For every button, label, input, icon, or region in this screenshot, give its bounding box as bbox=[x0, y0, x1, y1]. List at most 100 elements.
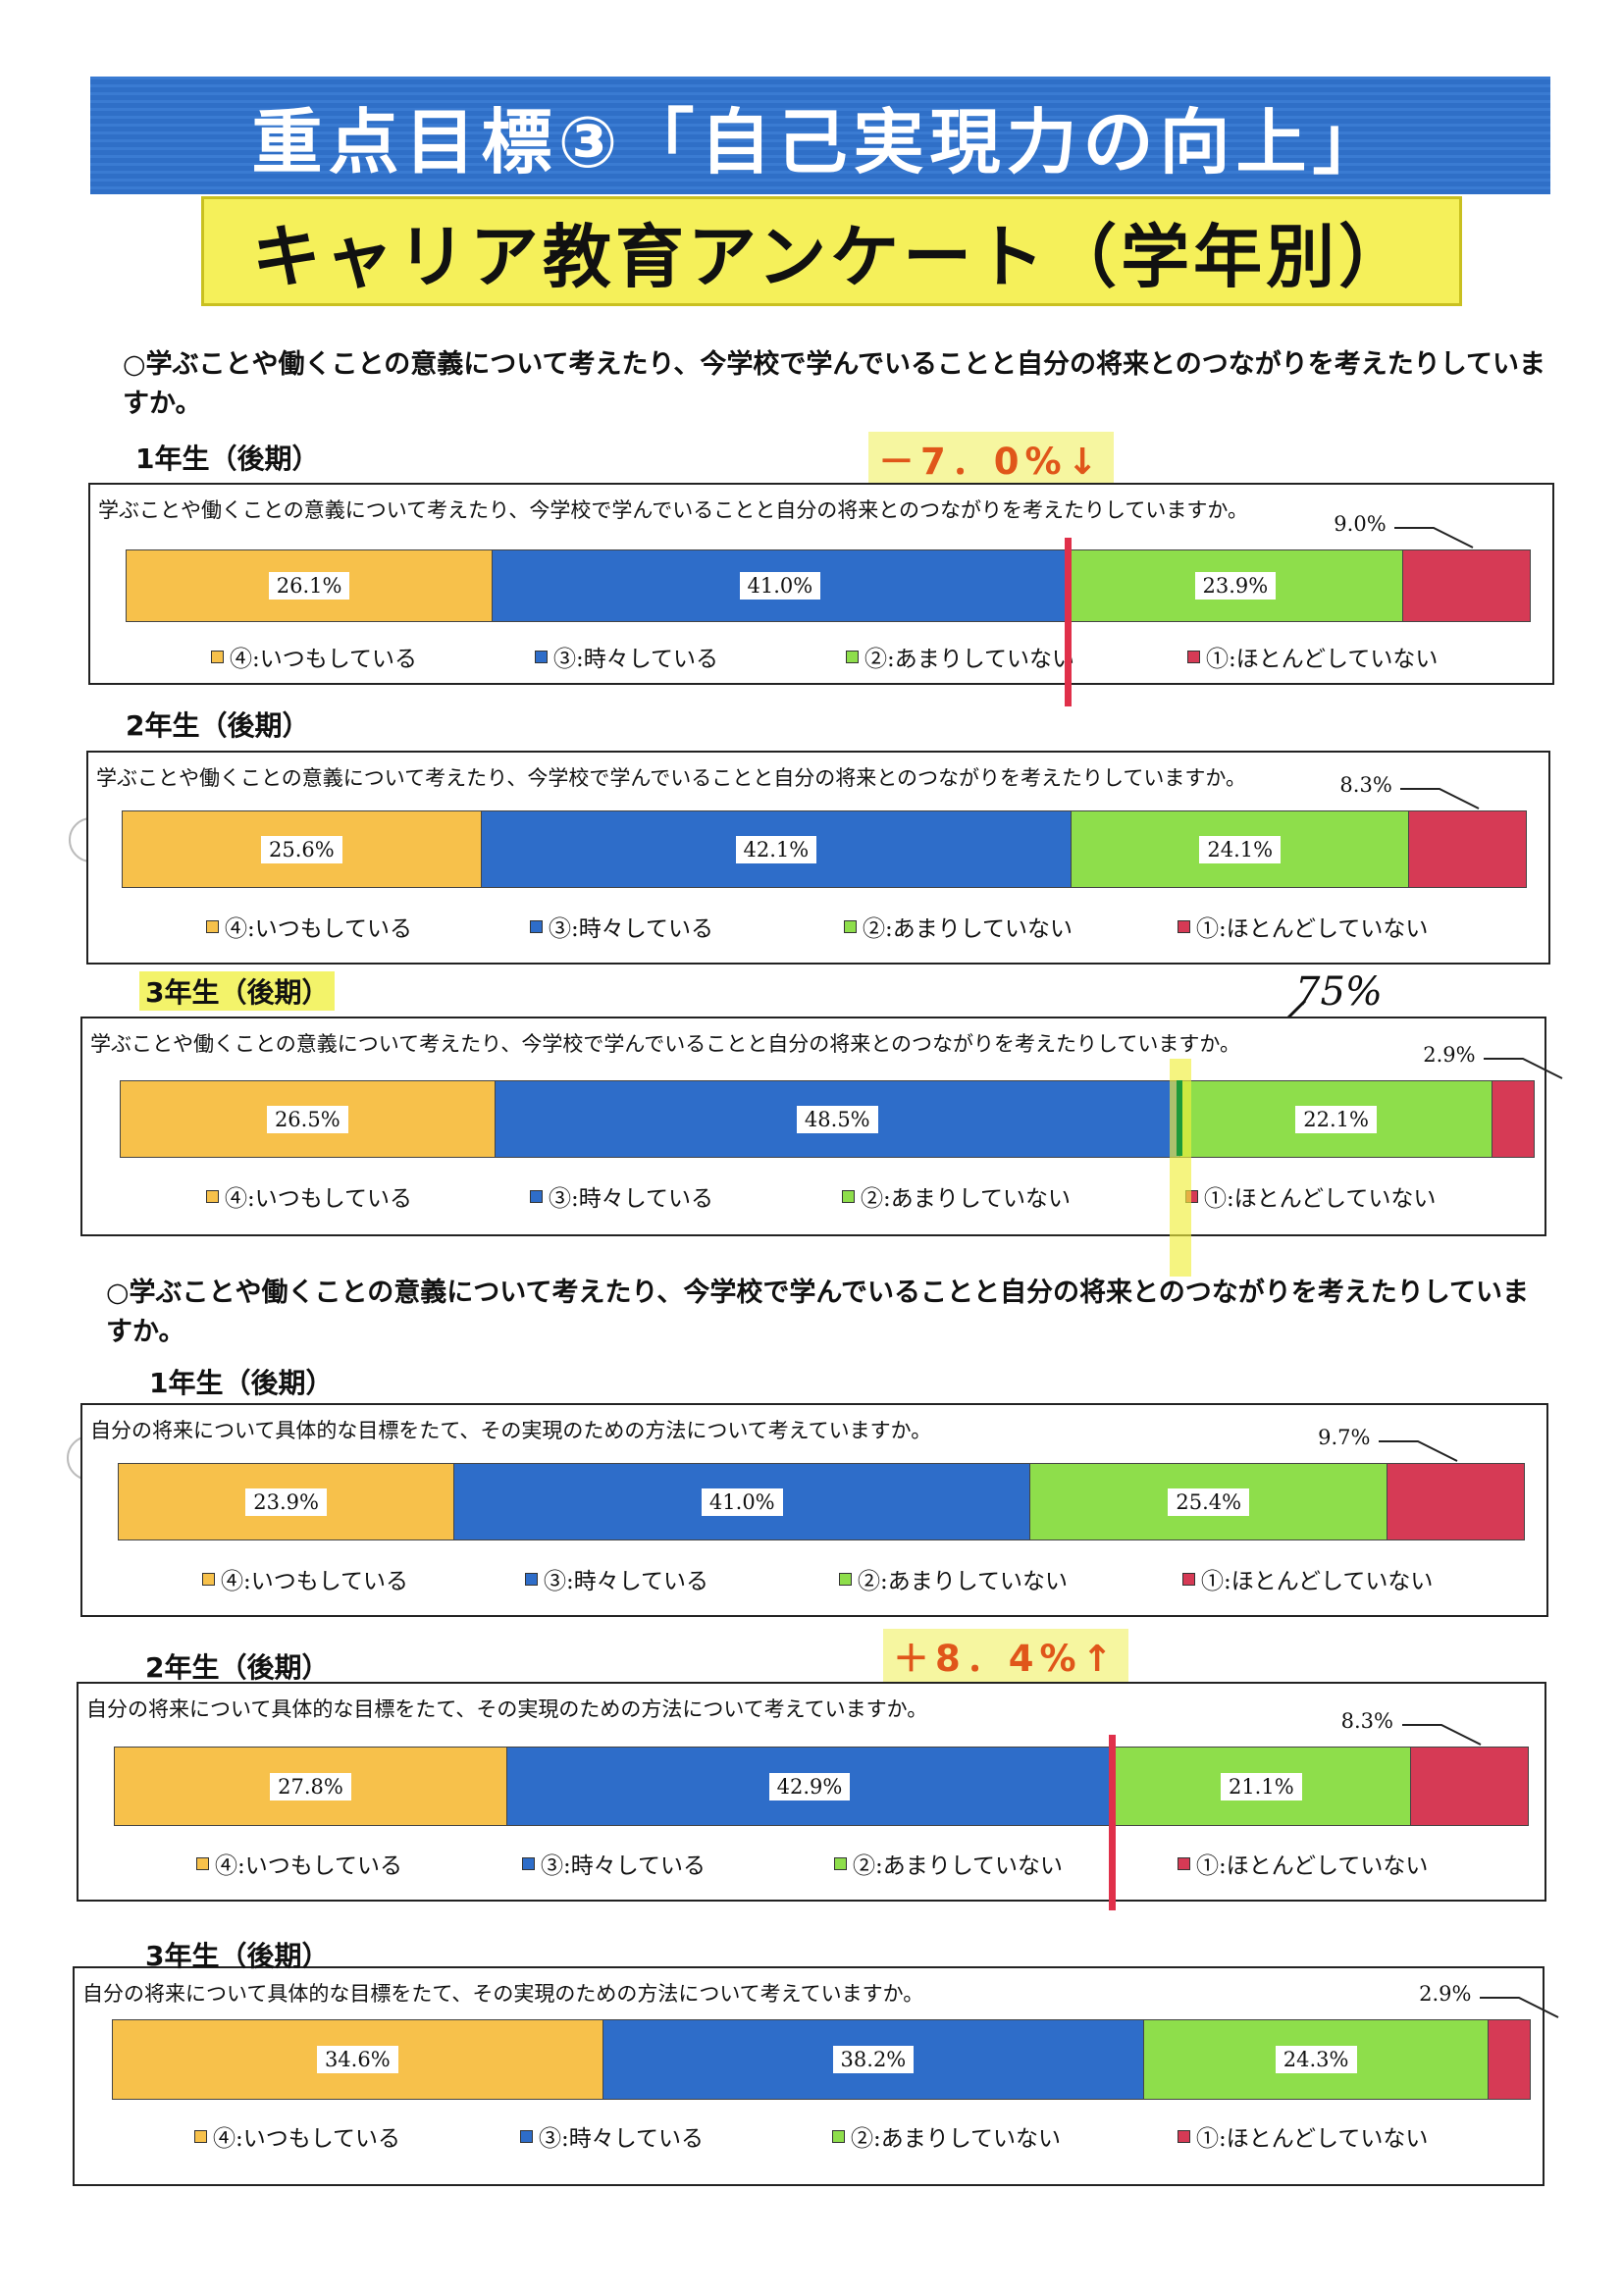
legend-swatch bbox=[196, 1856, 209, 1870]
legend-label: ②:あまりしていない bbox=[864, 647, 1075, 672]
chart-title: 自分の将来について具体的な目標をたて、その実現のための方法について考えていますか… bbox=[82, 1982, 924, 2006]
bar-segment: 24.1% bbox=[1072, 811, 1410, 887]
change-annotation-1: －7．0%↓ bbox=[868, 432, 1114, 485]
legend-swatch bbox=[525, 1572, 538, 1586]
callout-leader-line bbox=[1379, 1440, 1458, 1462]
legend-swatch bbox=[535, 650, 548, 663]
grade-label: 3年生（後期） bbox=[145, 1940, 330, 1972]
data-label: 41.0% bbox=[739, 572, 821, 600]
legend-swatch bbox=[1178, 1856, 1190, 1870]
chart-title: 学ぶことや働くことの意義について考えたり、今学校で学んでいることと自分の将来との… bbox=[96, 766, 1247, 790]
legend-item: ②:あまりしていない bbox=[846, 640, 1074, 673]
chart-title: 自分の将来について具体的な目標をたて、その実現のための方法について考えていますか… bbox=[86, 1697, 928, 1721]
legend-label: ①:ほとんどしていない bbox=[1204, 1186, 1437, 1212]
highlight-marker bbox=[1170, 1059, 1191, 1277]
data-label: 9.7% bbox=[1318, 1426, 1371, 1449]
legend-label: ②:あまりしていない bbox=[853, 1853, 1064, 1879]
legend-label: ②:あまりしていない bbox=[858, 1569, 1069, 1594]
bar-segment: 38.2% bbox=[602, 2020, 1145, 2099]
bar-segment: 25.4% bbox=[1030, 1464, 1388, 1539]
legend-swatch bbox=[530, 1189, 543, 1203]
data-label: 24.1% bbox=[1199, 835, 1282, 863]
legend-item: ②:あまりしていない bbox=[842, 1179, 1071, 1213]
legend-label: ②:あまりしていない bbox=[861, 1186, 1072, 1212]
data-label: 8.3% bbox=[1339, 773, 1392, 797]
legend-item: ④:いつもしている bbox=[196, 1847, 402, 1880]
data-label: 41.0% bbox=[701, 1487, 783, 1516]
bar-segment: 23.9% bbox=[1068, 550, 1404, 621]
data-label: 34.6% bbox=[316, 2046, 398, 2073]
legend-item: ③:時々している bbox=[522, 1847, 706, 1880]
legend-swatch bbox=[1178, 919, 1190, 933]
legend-item: ④:いつもしている bbox=[211, 640, 417, 673]
bar-segment: 22.1% bbox=[1179, 1081, 1493, 1157]
legend-swatch bbox=[194, 2129, 207, 2143]
legend-label: ③:時々している bbox=[539, 2126, 705, 2152]
data-label: 22.1% bbox=[1295, 1105, 1377, 1133]
data-label: 21.1% bbox=[1220, 1772, 1302, 1800]
legend-item: ④:いつもしている bbox=[206, 910, 412, 943]
grade-label: 2年生（後期） bbox=[126, 709, 310, 742]
legend-swatch bbox=[1187, 650, 1200, 663]
legend-item: ③:時々している bbox=[525, 1562, 708, 1595]
legend-swatch bbox=[530, 919, 543, 933]
grade-label: 3年生（後期） bbox=[139, 971, 336, 1011]
bar-segment bbox=[1409, 811, 1526, 887]
bar-segment: 23.9% bbox=[119, 1464, 455, 1539]
threshold-marker bbox=[1177, 1080, 1182, 1156]
legend-item: ④:いつもしている bbox=[206, 1179, 412, 1213]
callout-leader-line bbox=[1400, 788, 1480, 809]
legend-label: ④:いつもしている bbox=[225, 916, 413, 942]
legend-swatch bbox=[834, 1856, 847, 1870]
legend-label: ①:ほとんどしていない bbox=[1196, 1853, 1429, 1879]
stacked-bar: 26.1% 41.0% 23.9% bbox=[126, 549, 1531, 622]
bar-segment: 26.1% bbox=[127, 550, 494, 621]
legend-label: ①:ほとんどしていない bbox=[1206, 647, 1439, 672]
bar-segment: 24.3% bbox=[1144, 2020, 1490, 2099]
legend-label: ④:いつもしている bbox=[215, 1853, 403, 1879]
data-label: 24.3% bbox=[1275, 2046, 1357, 2073]
legend-swatch bbox=[832, 2129, 845, 2143]
legend-item: ①:ほとんどしていない bbox=[1178, 910, 1428, 943]
legend-swatch bbox=[1178, 2129, 1190, 2143]
legend-item: ①:ほとんどしていない bbox=[1178, 1847, 1428, 1880]
data-label: 23.9% bbox=[245, 1487, 327, 1516]
legend-label: ②:あまりしていない bbox=[851, 2126, 1062, 2152]
legend-label: ③:時々している bbox=[553, 647, 719, 672]
legend-swatch bbox=[842, 1189, 855, 1203]
callout-leader-line bbox=[1394, 527, 1474, 548]
legend-item: ③:時々している bbox=[530, 1179, 713, 1213]
grade-label: 2年生（後期） bbox=[145, 1651, 330, 1684]
legend-swatch bbox=[206, 919, 219, 933]
legend-label: ④:いつもしている bbox=[230, 647, 418, 672]
chart-title: 自分の将来について具体的な目標をたて、その実現のための方法について考えていますか… bbox=[90, 1419, 932, 1442]
legend-label: ④:いつもしている bbox=[221, 1569, 409, 1594]
threshold-marker bbox=[1064, 538, 1072, 706]
legend-swatch bbox=[522, 1856, 535, 1870]
data-label: 27.8% bbox=[270, 1772, 351, 1800]
stacked-bar: 34.6% 38.2% 24.3% bbox=[112, 2019, 1531, 2100]
bar-segment: 48.5% bbox=[495, 1081, 1180, 1157]
chart-title: 学ぶことや働くことの意義について考えたり、今学校で学んでいることと自分の将来との… bbox=[98, 498, 1249, 522]
stacked-bar: 23.9% 41.0% 25.4% bbox=[118, 1463, 1525, 1540]
legend-item: ①:ほとんどしていない bbox=[1178, 2119, 1428, 2153]
bar-segment bbox=[1387, 1464, 1524, 1539]
callout-leader-line bbox=[1480, 1997, 1559, 2018]
legend-item: ②:あまりしていない bbox=[832, 2119, 1061, 2153]
bar-segment bbox=[1403, 550, 1530, 621]
data-label: 2.9% bbox=[1423, 1043, 1476, 1067]
legend-item: ①:ほとんどしていない bbox=[1182, 1562, 1433, 1595]
legend-item: ①:ほとんどしていない bbox=[1187, 640, 1438, 673]
bar-segment: 34.6% bbox=[113, 2020, 603, 2099]
data-label: 23.9% bbox=[1194, 572, 1277, 600]
legend-swatch bbox=[206, 1189, 219, 1203]
bar-segment: 41.0% bbox=[493, 550, 1069, 621]
data-label: 42.1% bbox=[735, 835, 817, 863]
legend-swatch bbox=[839, 1572, 852, 1586]
legend-swatch bbox=[520, 2129, 533, 2143]
bar-segment bbox=[1489, 2020, 1530, 2099]
data-label: 25.4% bbox=[1168, 1487, 1250, 1516]
bar-segment: 42.9% bbox=[506, 1748, 1114, 1825]
bar-segment: 42.1% bbox=[481, 811, 1073, 887]
legend-label: ①:ほとんどしていない bbox=[1196, 916, 1429, 942]
